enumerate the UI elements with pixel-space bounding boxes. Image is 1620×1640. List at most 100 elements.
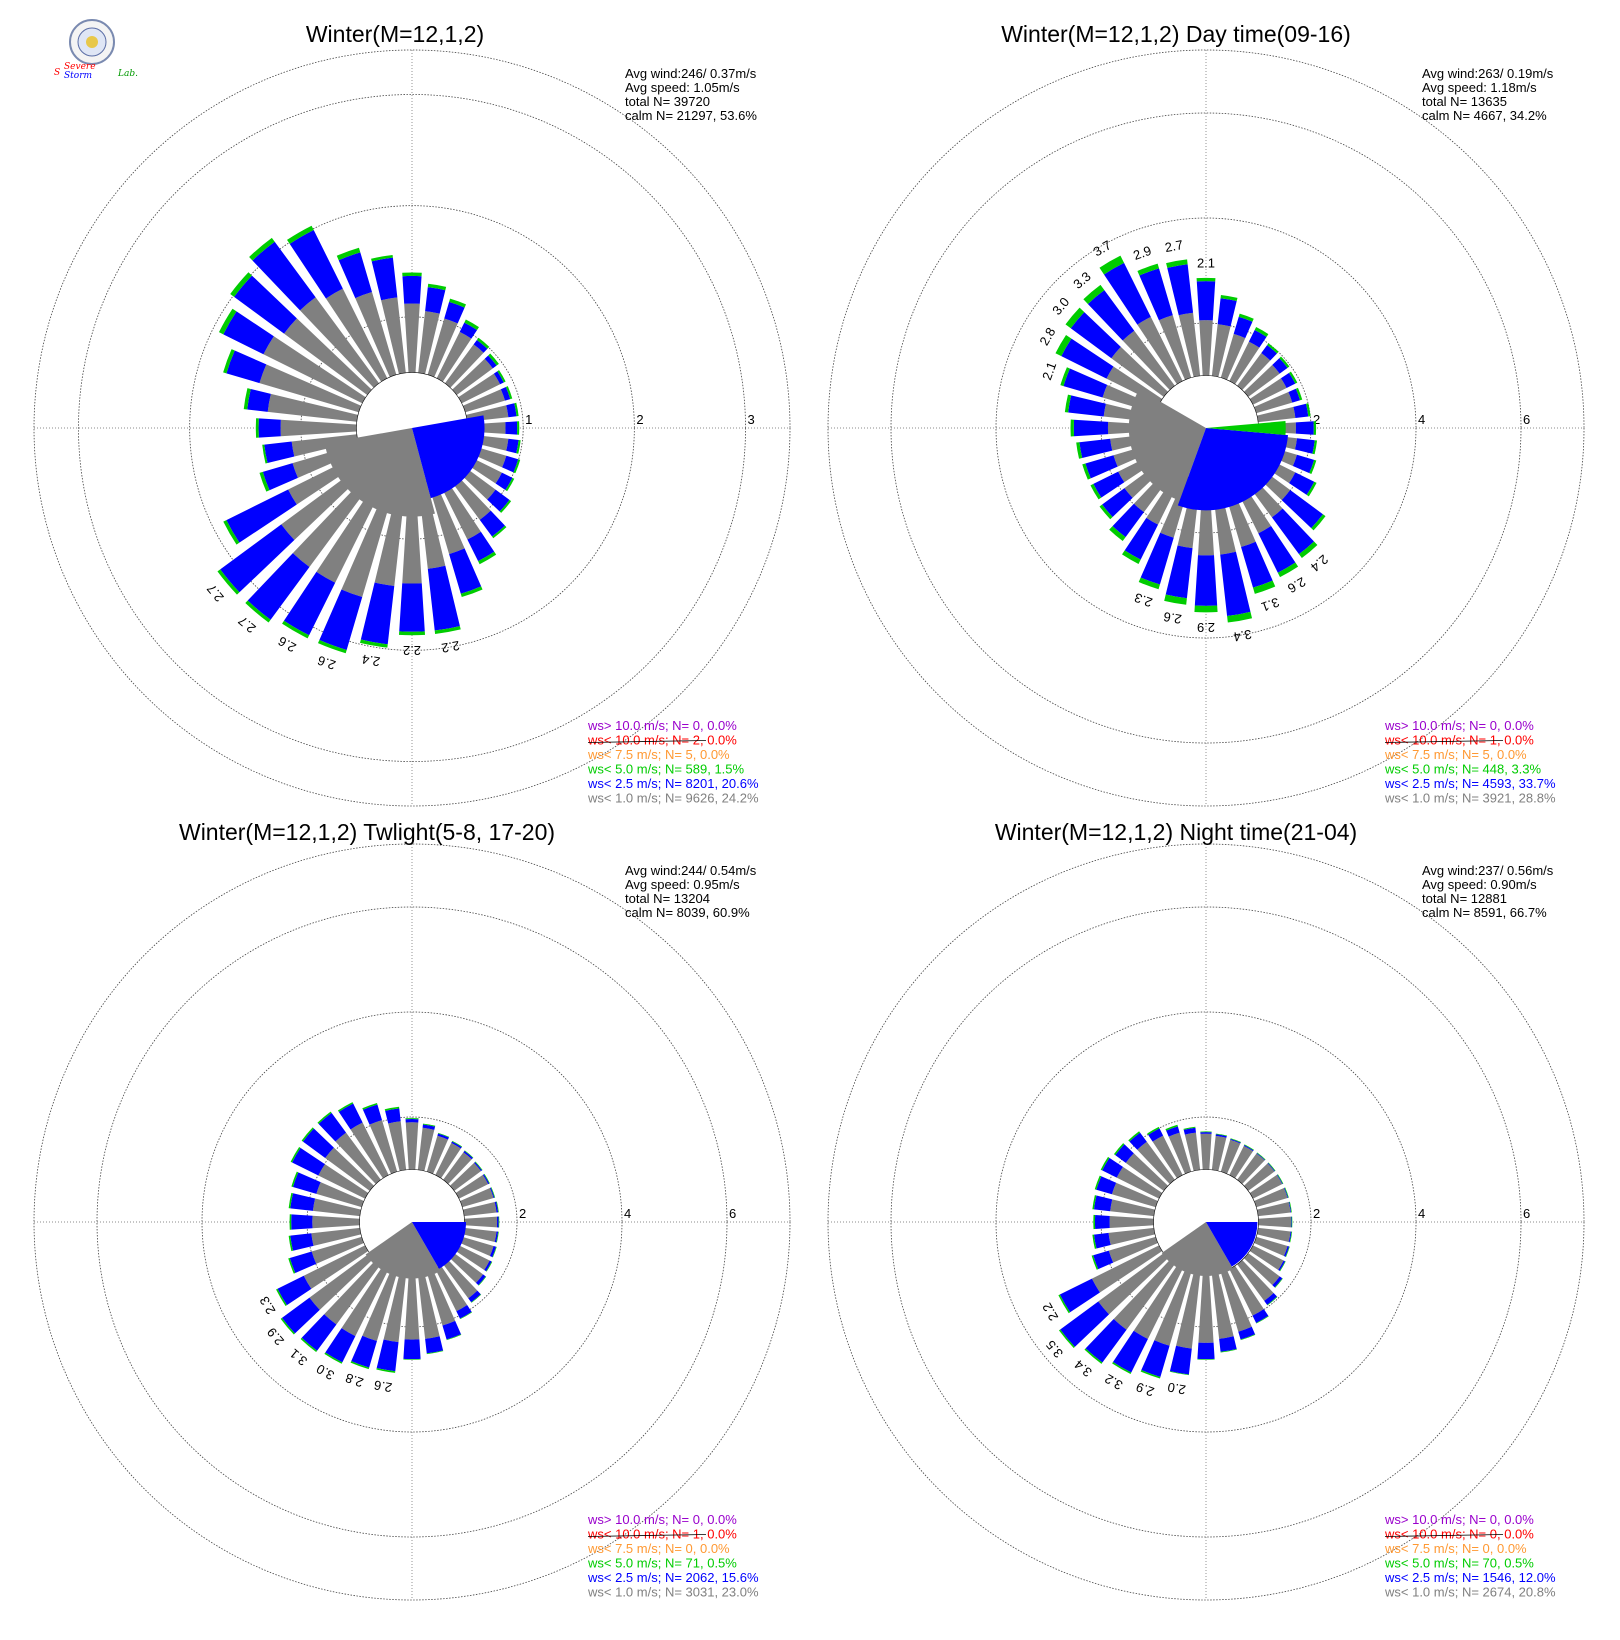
sector-bar-lt2_5 [371,257,398,301]
panel-all-winter: 1 2 3 2.2 2.2 2.4 2.6 2.6 2.7 2.7 Winter(M=12,1,2)… [33,21,791,807]
sector-bar-lt2_5 [351,1335,377,1368]
sector-bar-lt5 [403,1358,421,1360]
sector-bar-lt2_5 [1068,395,1106,417]
sector-bar-lt5 [1090,483,1102,500]
sector-bar-lt2_5 [234,275,297,334]
sector-bar-lt5 [434,626,461,634]
sector-bar-calm [1125,1153,1168,1191]
sector-bar-lt2_5 [425,287,446,314]
sector-bar-lt5 [288,1192,293,1209]
sector-bar-lt2_5 [301,1314,337,1351]
sector-bar-lt5 [478,551,497,565]
sector-bar-calm [460,1187,494,1208]
sector-bar-calm [1133,1265,1183,1339]
sector-bar-calm [417,1127,435,1171]
logo-seal-center-icon [86,36,98,48]
legend-entry-gt10: ws> 10.0 m/s; N= 0, 0.0% [587,718,737,733]
sector-bar-lt2_5 [456,1305,472,1319]
sector-bar-lt5 [1279,1261,1286,1272]
legend-entry-gt10: ws> 10.0 m/s; N= 0, 0.0% [1384,1512,1534,1527]
sector-bar-lt5 [438,1132,450,1138]
sector-bar-calm [460,1236,494,1257]
sector-bar-lt2_5 [1293,403,1309,418]
calm-wedge-green [1206,421,1286,435]
sector-bar-lt2_5 [489,1246,497,1258]
sector-bar-lt5 [398,631,426,636]
calm-wedge-gray [324,428,435,517]
legend-entry-lt2_5: ws< 2.5 m/s; N= 8201, 20.6% [587,776,759,791]
sector-bar-calm [1254,1187,1288,1208]
sector-bar-calm [1244,364,1280,397]
legend-entry-lt5: ws< 5.0 m/s; N= 448, 3.3% [1384,762,1542,777]
ring-label: 2 [1313,1206,1320,1221]
sector-bar-calm [1249,378,1287,405]
sector-bar-calm [1111,1182,1158,1208]
sector-bar-calm [417,1273,440,1339]
sector-bar-lt5 [1200,1131,1212,1133]
sector-bar-calm [381,297,406,374]
calm-wedge-gray [1161,1222,1234,1277]
sector-peak-label: 3.3 [1070,269,1093,292]
sector-bar-calm [303,1245,369,1289]
sector-bar-calm [443,1152,472,1184]
sector-bar-lt2_5 [473,339,488,353]
outer-ring [827,49,1585,807]
sector-bar-lt5 [486,1261,493,1272]
sector-bar-lt2_5 [1241,541,1273,588]
sector-bar-lt5 [1147,1126,1160,1135]
sector-bar-calm [450,1253,484,1283]
sector-bar-lt5 [464,319,479,331]
sector-bar-lt5 [1112,1361,1132,1374]
sector-bar-lt2_5 [1272,358,1288,374]
sector-bar-lt5 [1058,1329,1075,1348]
panel-title: Winter(M=12,1,2) Night time(21-04) [995,819,1357,845]
panel-twilight: 2 4 6 2.6 2.8 3.03.12.9 2.3 Winter(M=12,1,2) Tw… [33,819,791,1601]
outer-ring [33,843,791,1601]
sector-bar-lt2_5 [1094,1215,1110,1229]
sector-bar-lt5 [350,1361,370,1370]
sector-bar-lt2_5 [1166,1126,1180,1137]
sector-bar-calm [435,1265,468,1312]
sector-bar-lt2_5 [1096,1176,1117,1195]
stat-calm: calm N= 8591, 66.7% [1422,905,1547,920]
sector-bar-lt2_5 [262,463,298,491]
sector-bar-lt5 [459,1311,473,1320]
calm-wedge-blue [1206,1222,1258,1267]
sector-bar-lt2_5 [494,1201,499,1213]
sector-bar-calm [462,389,506,413]
legend-entry-lt1: ws< 1.0 m/s; N= 3921, 28.8% [1384,791,1556,806]
sector-bar-calm [388,1121,407,1171]
sector-bar-calm [1091,1245,1163,1293]
sector-bar-lt2_5 [1085,1318,1127,1363]
sector-bar-calm [1244,1253,1280,1286]
sector-peak-label: 2.3 [256,1294,278,1317]
sector-bar-calm [1108,1236,1158,1263]
ring-label: 6 [1523,412,1530,427]
stat-calm: calm N= 21297, 53.6% [625,108,757,123]
sector-bar-lt2_5 [1281,490,1323,529]
sector-bar-lt2_5 [1129,1132,1147,1150]
sector-bar-lt2_5 [1073,419,1109,437]
calm-wedge-blue [412,1222,467,1269]
sector-bar-lt5 [1244,1144,1254,1151]
legend-entry-lt10: ws< 10.0 m/s; N= 1, 0.0% [1384,733,1534,748]
sector-bar-calm [325,288,388,382]
stat-total: total N= 12881 [1422,891,1507,906]
sector-bar-calm [1249,1174,1283,1199]
legend-entry-lt1: ws< 1.0 m/s; N= 2674, 20.8% [1384,1585,1556,1600]
panel-title: Winter(M=12,1,2) Day time(09-16) [1001,21,1351,47]
sector-bar-lt5 [1140,1370,1161,1379]
sector-bar-lt2_5 [264,441,295,463]
sector-bar-lt5 [496,1201,499,1213]
sector-bar-lt5 [483,1173,490,1184]
sector-bar-lt5 [446,1334,462,1341]
sector-bar-lt5 [1166,259,1188,268]
sector-bar-calm [404,303,420,373]
sector-bar-lt5 [1122,550,1141,564]
sector-bar-calm [325,1147,374,1191]
stat-total: total N= 13204 [625,891,710,906]
sector-peak-label: 2.3 [1132,590,1154,610]
sector-bar-lt5 [476,337,490,349]
sector-bar-calm [1220,333,1246,380]
sector-bar-calm [1237,1153,1265,1184]
